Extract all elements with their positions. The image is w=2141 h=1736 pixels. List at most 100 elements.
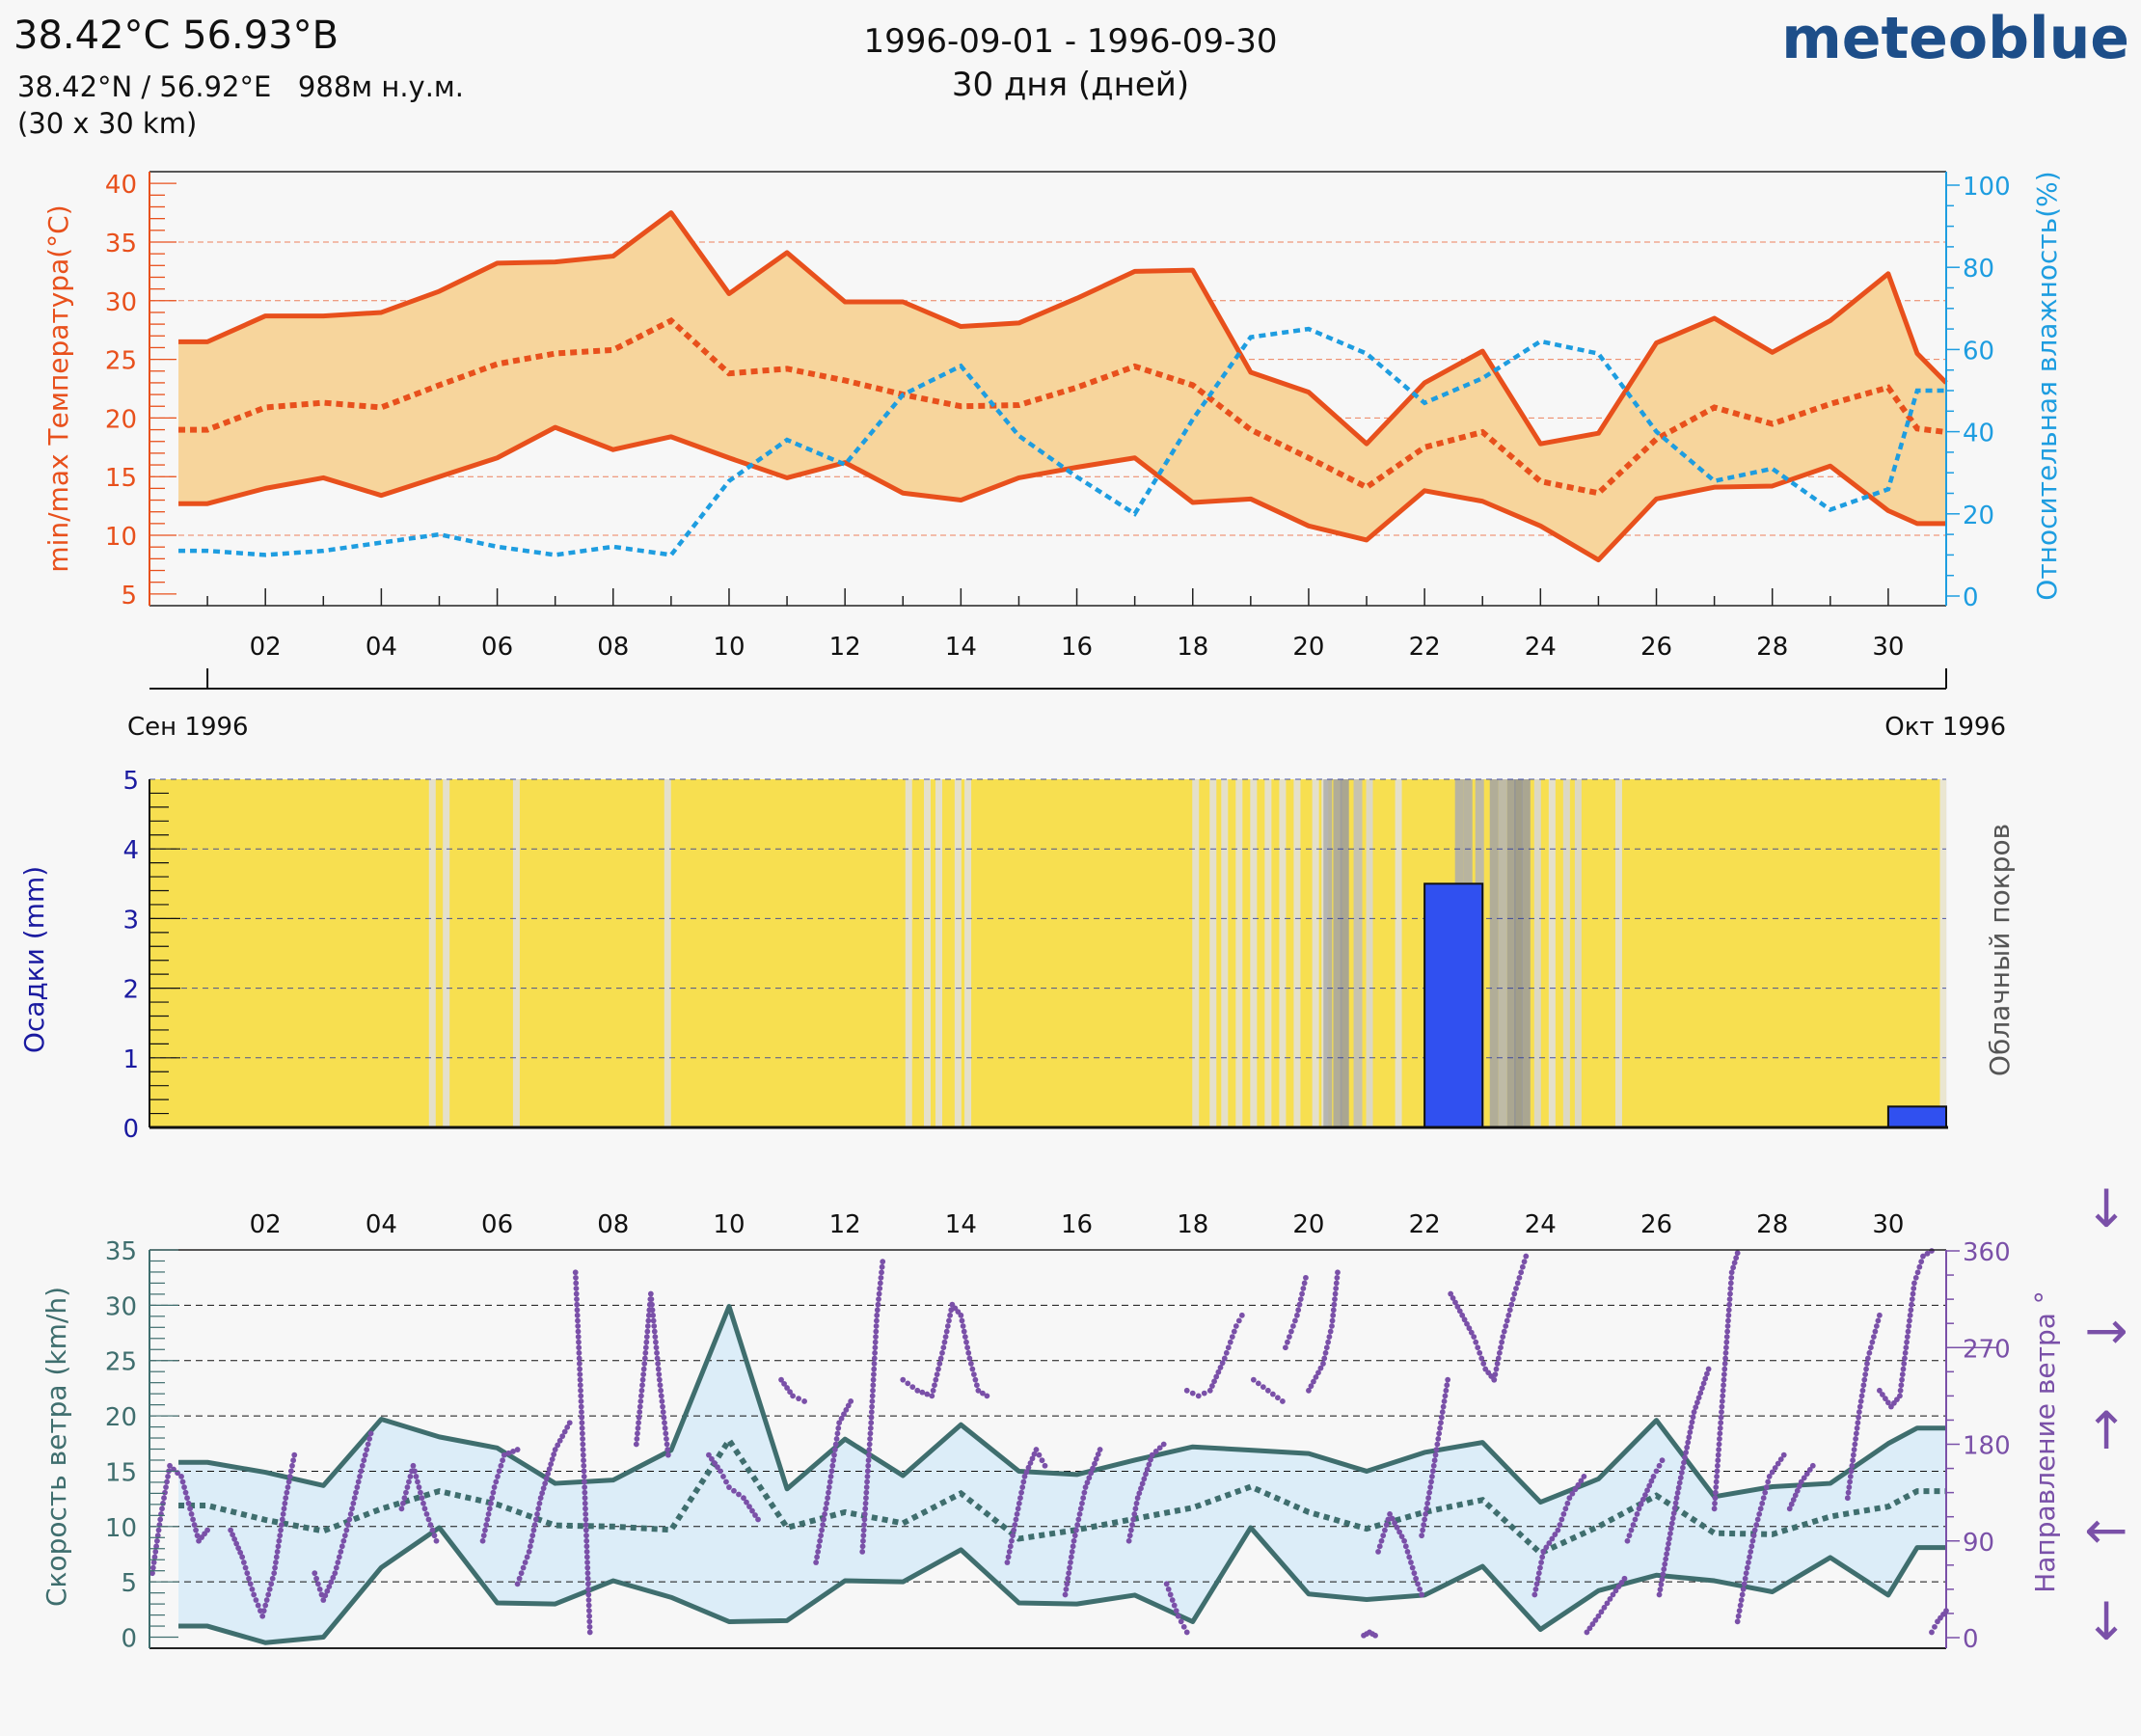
wind-direction-dot: [1329, 1323, 1335, 1329]
wind-direction-dot: [940, 1344, 947, 1351]
wind-direction-dot: [659, 1398, 665, 1404]
wind-direction-dot: [1669, 1515, 1676, 1522]
wind-direction-dot: [866, 1451, 872, 1458]
wind-direction-dot: [1027, 1460, 1034, 1466]
cloud-cover-band: [512, 779, 520, 1127]
wind-direction-dot: [871, 1366, 878, 1372]
wind-direction-dot: [1555, 1527, 1561, 1533]
wind-direction-dot: [431, 1533, 438, 1539]
wind-direction-dot: [1723, 1344, 1729, 1351]
wind-direction-dot: [1077, 1505, 1084, 1512]
wind-direction-dot: [1911, 1280, 1917, 1287]
wind-direction-dot: [1668, 1520, 1675, 1527]
wind-direction-dot: [316, 1586, 323, 1592]
wind-direction-dot: [280, 1511, 286, 1517]
wind-direction-dot: [349, 1505, 355, 1512]
wind-direction-dot: [1074, 1522, 1081, 1528]
wind-direction-dot: [658, 1393, 664, 1399]
wind-direction-dot: [1494, 1361, 1501, 1367]
wind-direction-dot: [1532, 1586, 1539, 1592]
wind-direction-dot: [639, 1376, 646, 1383]
wind-direction-dot: [741, 1495, 746, 1502]
wind-direction-dot: [1876, 1312, 1883, 1318]
wind-direction-dot: [500, 1457, 505, 1464]
wind-direction-dot: [1665, 1546, 1670, 1552]
wind-direction-dot: [556, 1437, 563, 1444]
wind-direction-dot: [1715, 1451, 1721, 1458]
precip-tick-label: 2: [122, 976, 139, 1005]
wind-direction-dot: [1433, 1447, 1440, 1452]
wind-direction-dot: [1092, 1460, 1098, 1467]
wind-direction-dot: [1671, 1505, 1678, 1511]
wind-direction-dot: [709, 1455, 715, 1462]
wind-direction-dot: [335, 1560, 341, 1565]
wind-direction-dot: [1323, 1344, 1330, 1351]
wind-direction-dot: [638, 1387, 645, 1394]
wind-direction-dot: [1653, 1468, 1660, 1475]
wind-direction-dot: [827, 1474, 834, 1479]
wind-direction-dot: [1537, 1564, 1543, 1571]
wind-direction-dot: [1660, 1571, 1667, 1578]
wind-direction-dot: [801, 1398, 807, 1404]
wind-direction-dot: [1754, 1516, 1761, 1523]
wind-direction-dot: [935, 1366, 941, 1372]
wind-direction-dot: [1430, 1462, 1437, 1469]
temp-min-line: [178, 424, 1946, 563]
wind-direction-dot: [648, 1296, 655, 1303]
wind-direction-dot: [644, 1328, 651, 1335]
wind-direction-dot: [635, 1430, 640, 1437]
precip-tick-label: 5: [122, 767, 139, 796]
wind-direction-dot: [865, 1462, 872, 1469]
wind-direction-dot: [1851, 1447, 1857, 1452]
wind-direction-dot: [559, 1433, 566, 1440]
wind-direction-dot: [1288, 1328, 1294, 1335]
wind-direction-dot: [1260, 1384, 1266, 1390]
wind-direction-dot: [1750, 1533, 1757, 1539]
wind-direction-dot: [1070, 1543, 1076, 1550]
wind-direction-dot: [656, 1376, 663, 1383]
wind-direction-dot: [1495, 1355, 1502, 1362]
wind-direction-dot: [1855, 1420, 1861, 1426]
wind-direction-dot: [324, 1587, 331, 1594]
wind-direction-dot: [283, 1495, 289, 1502]
temp-tick-label: 25: [105, 347, 137, 376]
wind-direction-dot: [1217, 1365, 1224, 1370]
wind-direction-dot: [520, 1564, 527, 1571]
cloud-cover-band: [1614, 779, 1622, 1127]
wind-direction-dot: [578, 1403, 584, 1410]
wind-direction-dot: [1201, 1390, 1207, 1397]
wind-direction-dot: [637, 1393, 644, 1399]
wind-direction-dot: [872, 1349, 879, 1356]
wind-direction-dot: [924, 1391, 931, 1397]
wind-direction-dot: [1015, 1505, 1021, 1512]
wind-direction-dot: [404, 1484, 411, 1490]
wind-direction-dot: [914, 1387, 921, 1394]
wind-direction-dot: [878, 1274, 884, 1281]
wind-direction-dot: [530, 1527, 537, 1533]
wind-direction-dot: [1809, 1462, 1816, 1469]
wind-direction-dot: [161, 1495, 167, 1502]
wind-day-tick-label: 08: [597, 1210, 629, 1239]
wind-direction-dot: [1219, 1360, 1226, 1367]
wind-direction-dot: [586, 1613, 593, 1619]
wind-direction-dot: [263, 1597, 270, 1603]
wind-direction-dot: [879, 1263, 885, 1270]
wind-direction-dot: [354, 1484, 361, 1490]
wind-direction-dot: [401, 1495, 408, 1502]
wind-direction-dot: [249, 1586, 256, 1592]
wind-direction-dot: [909, 1384, 916, 1390]
wind-direction-dot: [579, 1420, 585, 1426]
wind-direction-dot: [281, 1505, 287, 1512]
wind-direction-dot: [959, 1317, 965, 1324]
wind-direction-dot: [1904, 1334, 1911, 1341]
wind-direction-dot: [276, 1537, 283, 1544]
month-end-label: Окт 1996: [1884, 713, 2006, 742]
wind-direction-dot: [1690, 1414, 1696, 1421]
wind-direction-dot: [496, 1468, 502, 1475]
wind-direction-dot: [1332, 1290, 1339, 1297]
wind-direction-dot: [551, 1451, 557, 1457]
wind-direction-dot: [1434, 1441, 1441, 1448]
wind-direction-dot: [870, 1387, 876, 1394]
wind-direction-dot: [1439, 1409, 1446, 1415]
wind-direction-dot: [1682, 1454, 1688, 1461]
